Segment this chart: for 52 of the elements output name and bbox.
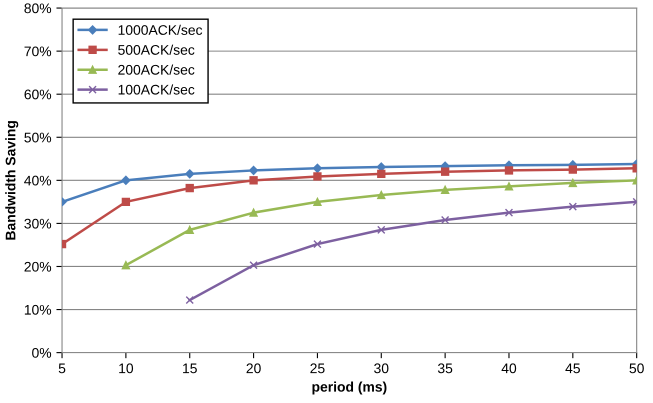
point bbox=[186, 226, 194, 234]
x-tick-label: 15 bbox=[183, 364, 197, 374]
point bbox=[440, 186, 450, 194]
point bbox=[249, 261, 258, 270]
legend-label: 100ACK/sec bbox=[118, 84, 194, 95]
point bbox=[504, 166, 514, 175]
y-tick-label: 40% bbox=[24, 176, 52, 186]
y-tick-label: 50% bbox=[24, 132, 52, 142]
x-tick-label: 35 bbox=[438, 363, 452, 374]
x-tick-label: 25 bbox=[310, 363, 325, 374]
x-tick-label: 50 bbox=[630, 363, 644, 374]
point bbox=[313, 240, 322, 248]
y-axis-title: Bandwidth Saving bbox=[5, 121, 18, 240]
point bbox=[122, 261, 130, 270]
y-tick-label: 60% bbox=[24, 90, 52, 100]
y-tick-label: 10% bbox=[24, 304, 52, 315]
point bbox=[440, 168, 450, 176]
point bbox=[568, 165, 577, 174]
point bbox=[249, 208, 258, 217]
point bbox=[312, 164, 322, 173]
y-tick-label: 70% bbox=[24, 46, 52, 56]
point bbox=[377, 226, 386, 234]
x-tick-label: 10 bbox=[119, 363, 134, 374]
point bbox=[504, 208, 514, 217]
y-tick-label: 80% bbox=[24, 3, 52, 14]
point bbox=[249, 176, 258, 185]
legend-label: 200ACK/sec bbox=[118, 64, 194, 75]
point bbox=[504, 182, 514, 191]
x-tick-label: 20 bbox=[246, 363, 261, 374]
y-tick-label: 30% bbox=[24, 218, 52, 229]
point bbox=[186, 296, 194, 304]
legend-label: 500ACK/sec bbox=[118, 44, 194, 55]
point bbox=[568, 202, 577, 211]
point bbox=[568, 178, 577, 188]
x-tick-label: 40 bbox=[502, 363, 516, 374]
point bbox=[377, 190, 386, 200]
point bbox=[313, 172, 322, 181]
point bbox=[377, 170, 386, 178]
point bbox=[122, 198, 130, 206]
point bbox=[313, 198, 322, 206]
y-tick-label: 0% bbox=[32, 348, 52, 358]
x-axis-title: period (ms) bbox=[312, 382, 386, 394]
point bbox=[121, 176, 131, 185]
legend-label: 1000ACK/sec bbox=[118, 24, 202, 35]
point bbox=[185, 169, 194, 179]
y-tick-label: 20% bbox=[24, 262, 52, 272]
x-tick-label: 5 bbox=[58, 364, 66, 374]
point bbox=[186, 184, 194, 192]
x-tick-label: 45 bbox=[565, 364, 580, 374]
x-tick-label: 30 bbox=[374, 363, 388, 374]
point bbox=[248, 166, 258, 176]
point bbox=[440, 216, 450, 224]
